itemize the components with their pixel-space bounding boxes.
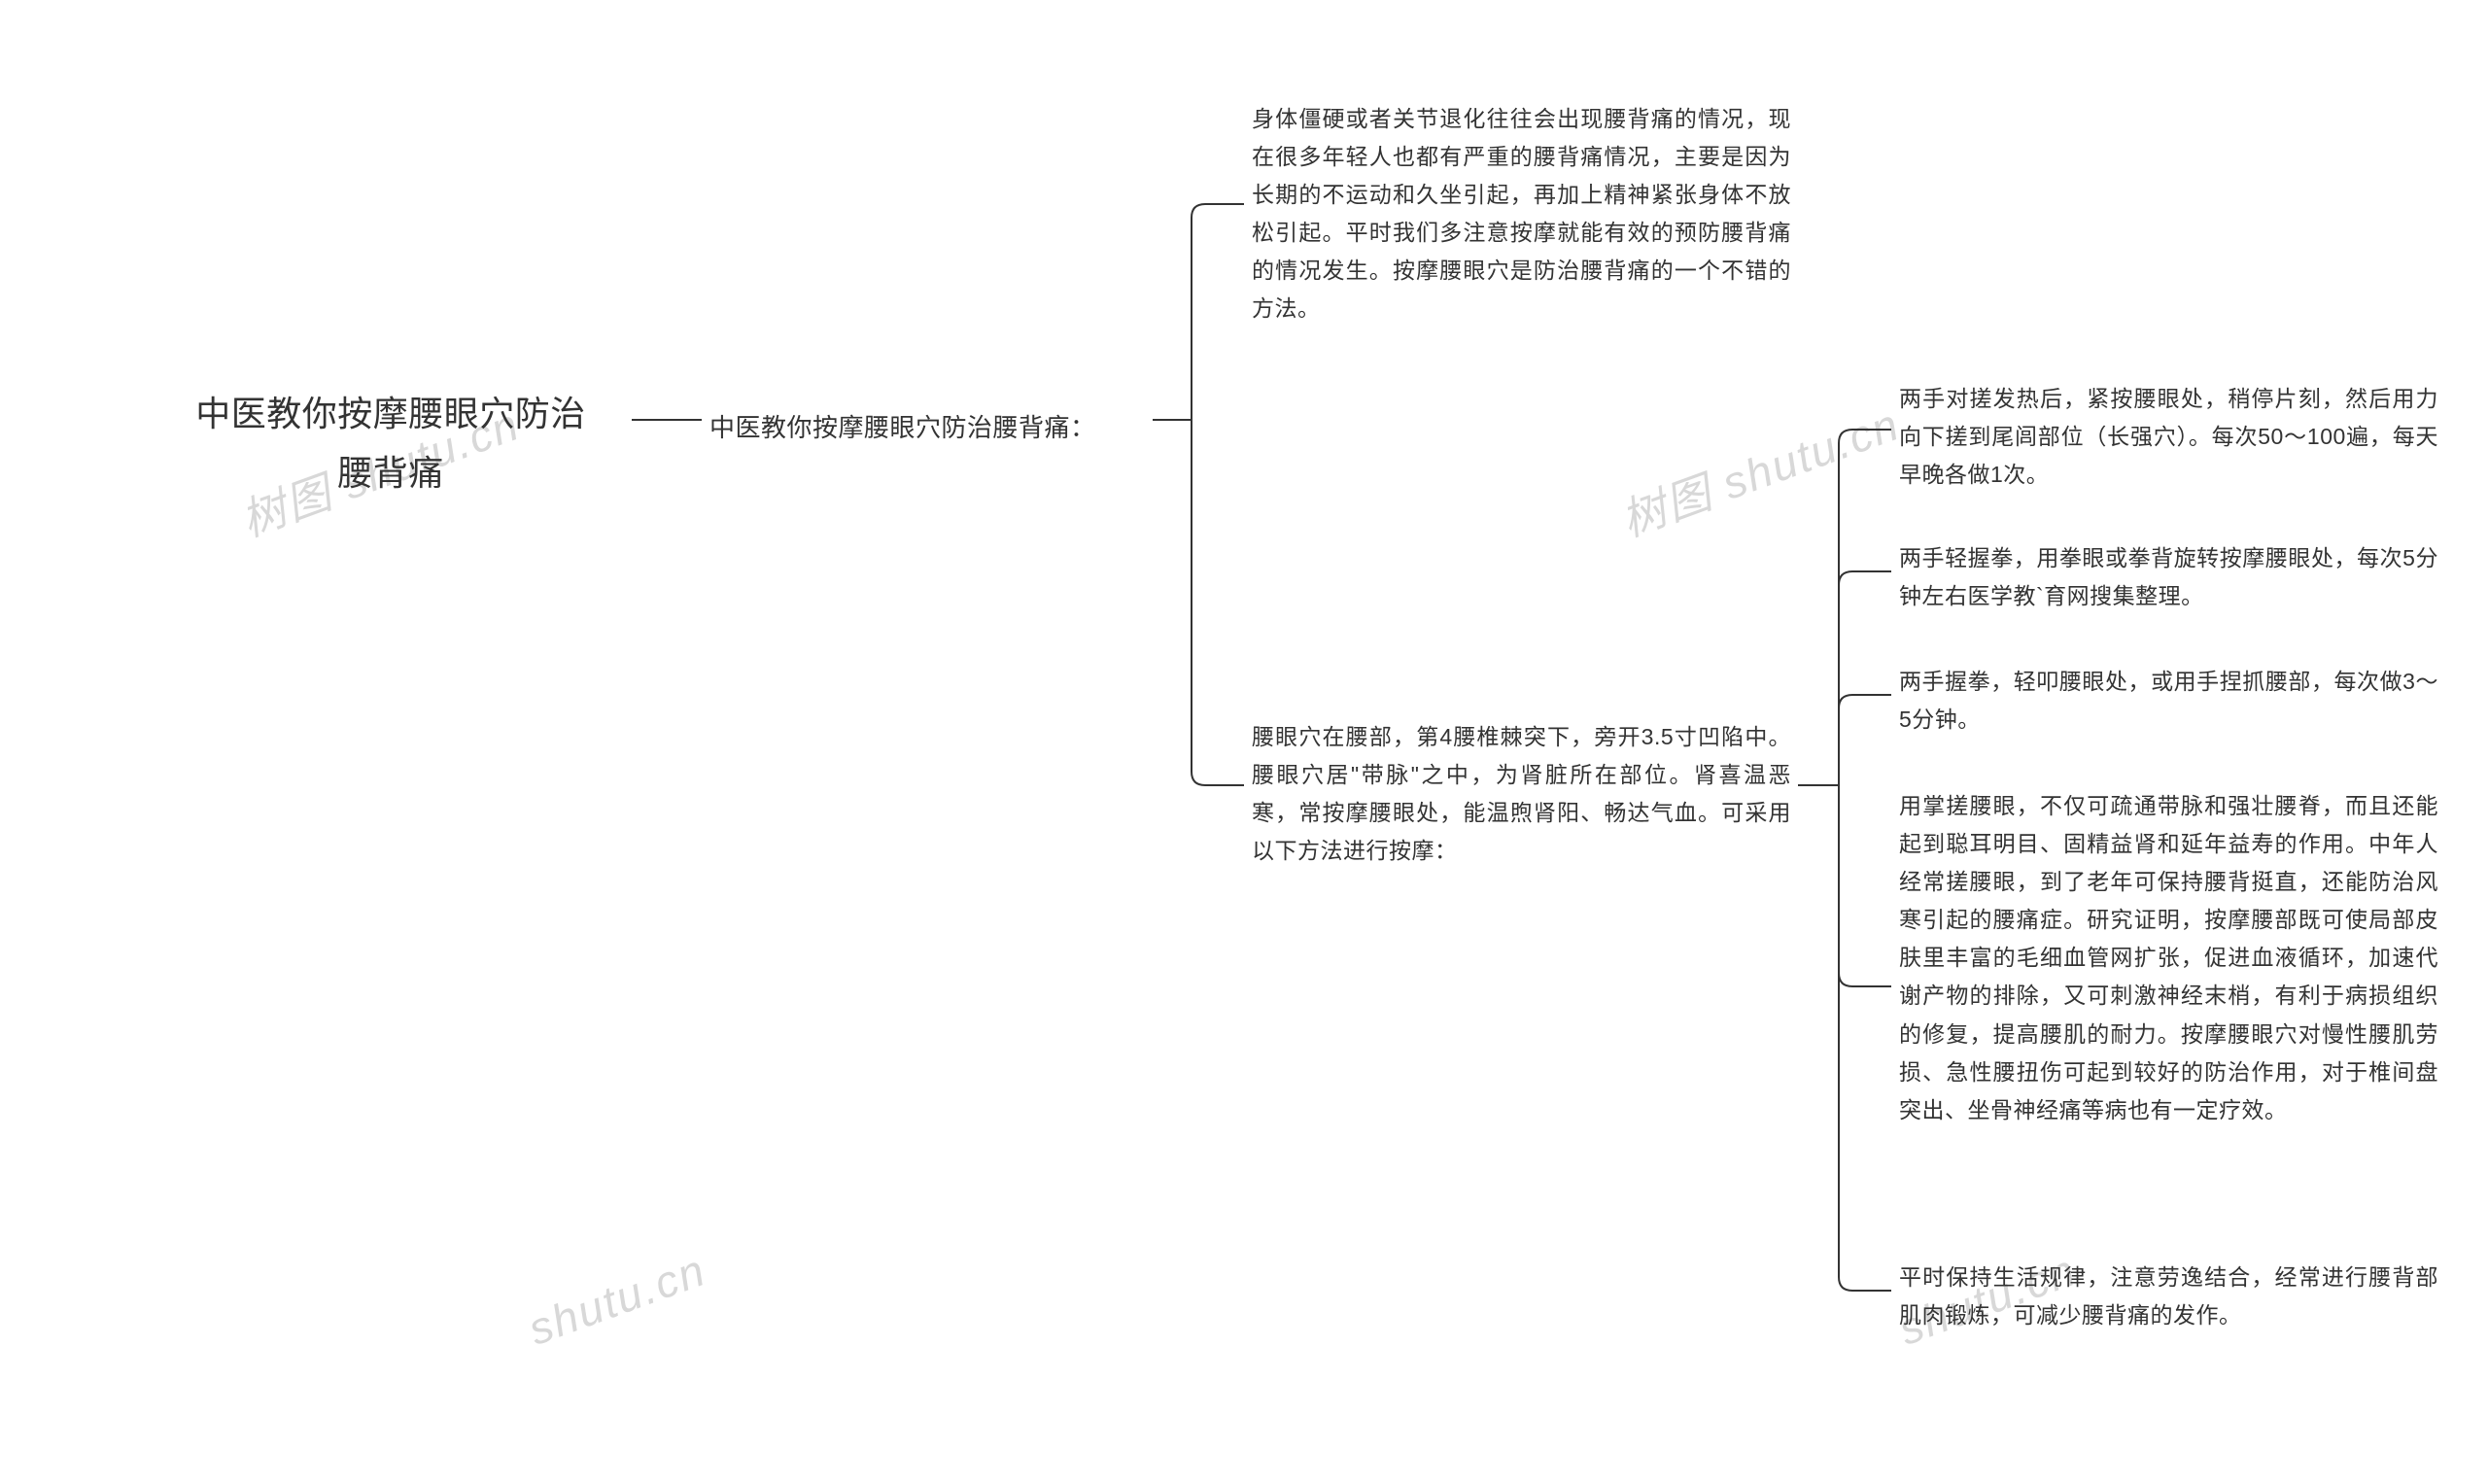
watermark-3: shutu.cn xyxy=(521,1243,712,1356)
mindmap-l3-method4: 用掌搓腰眼，不仅可疏通带脉和强壮腰脊，而且还能起到聪耳明目、固精益肾和延年益寿的… xyxy=(1899,787,2438,1129)
mindmap-l3-method5: 平时保持生活规律，注意劳逸结合，经常进行腰背部肌肉锻炼，可减少腰背痛的发作。 xyxy=(1899,1259,2438,1334)
mindmap-l2-intro: 身体僵硬或者关节退化往往会出现腰背痛的情况，现在很多年轻人也都有严重的腰背痛情况… xyxy=(1252,100,1791,328)
mindmap-l3-method2: 两手轻握拳，用拳眼或拳背旋转按摩腰眼处，每次5分钟左右医学教`育网搜集整理。 xyxy=(1899,539,2438,615)
mindmap-level1: 中医教你按摩腰眼穴防治腰背痛： xyxy=(709,406,1195,449)
mindmap-l3-method3: 两手握拳，轻叩腰眼处，或用手捏抓腰部，每次做3～5分钟。 xyxy=(1899,663,2438,739)
mindmap-root: 中医教你按摩腰眼穴防治 腰背痛 xyxy=(170,384,611,502)
mindmap-l3-method1: 两手对搓发热后，紧按腰眼处，稍停片刻，然后用力向下搓到尾闾部位（长强穴）。每次5… xyxy=(1899,380,2438,494)
mindmap-l2-location: 腰眼穴在腰部，第4腰椎棘突下，旁开3.5寸凹陷中。腰眼穴居"带脉"之中，为肾脏所… xyxy=(1252,718,1791,870)
watermark-2: 树图 shutu.cn xyxy=(1611,390,1908,550)
